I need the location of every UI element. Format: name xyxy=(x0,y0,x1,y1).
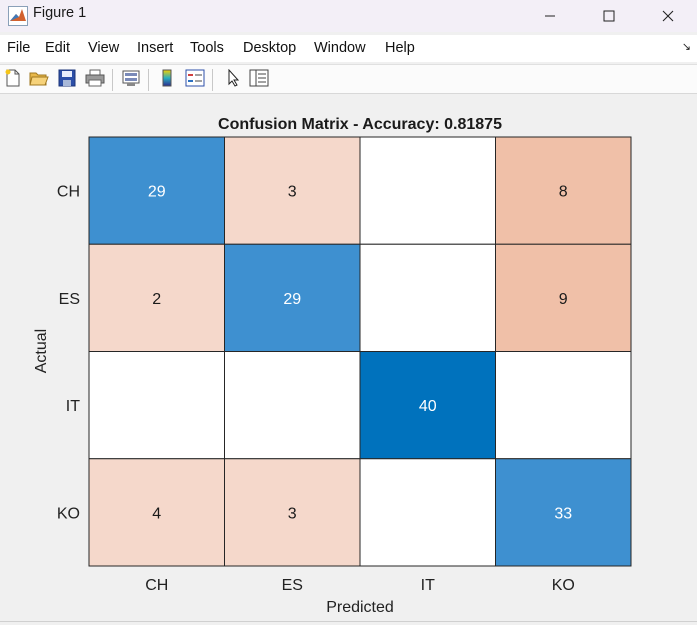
menu-edit[interactable]: Edit xyxy=(45,40,70,56)
colorbar-button[interactable] xyxy=(156,69,178,91)
cell-value-KO-KO: 33 xyxy=(554,505,572,522)
property-inspector-icon xyxy=(249,69,269,91)
heatmap-cell-KO-ES[interactable] xyxy=(224,458,361,567)
print-button[interactable] xyxy=(84,69,106,91)
window-bottom-border xyxy=(0,621,697,622)
minimize-icon xyxy=(544,7,556,26)
print-icon xyxy=(85,69,105,91)
menu-view[interactable]: View xyxy=(88,40,120,56)
x-tick-labels: CH ES IT KO xyxy=(145,577,575,594)
close-button[interactable] xyxy=(645,0,691,32)
title-bar[interactable]: Figure 1 xyxy=(0,0,697,32)
open-file-icon xyxy=(29,69,49,91)
cell-value-ES-ES: 29 xyxy=(283,291,301,308)
cell-value-KO-CH: 4 xyxy=(152,505,161,522)
maximize-button[interactable] xyxy=(586,0,632,32)
legend-icon xyxy=(185,69,205,91)
x-tick-label: KO xyxy=(552,577,575,594)
menu-bar: File Edit View Insert Tools Desktop Wind… xyxy=(0,35,697,62)
heatmap-cell-IT-CH[interactable] xyxy=(88,351,225,460)
x-tick-label: IT xyxy=(421,577,435,594)
y-axis-label: Actual xyxy=(33,329,50,373)
toolbar-separator xyxy=(148,69,149,91)
y-tick-label: IT xyxy=(66,398,80,415)
menu-desktop[interactable]: Desktop xyxy=(243,40,297,56)
y-tick-label: ES xyxy=(59,291,80,308)
figure-toolbar xyxy=(0,64,697,94)
x-tick-label: CH xyxy=(145,577,168,594)
new-figure-icon xyxy=(4,69,22,91)
cell-value-CH-CH: 29 xyxy=(148,184,166,201)
y-tick-labels: CH ES IT KO xyxy=(57,184,80,523)
property-inspector-button[interactable] xyxy=(248,69,270,91)
new-figure-button[interactable] xyxy=(2,69,24,91)
edit-plot-icon xyxy=(225,68,241,91)
save-button[interactable] xyxy=(56,69,78,91)
heatmap-cell-KO-IT[interactable] xyxy=(359,458,496,567)
menu-insert[interactable]: Insert xyxy=(137,40,174,56)
y-tick-label: KO xyxy=(57,505,80,522)
save-icon xyxy=(58,69,76,91)
cell-value-CH-KO: 8 xyxy=(559,184,568,201)
dock-arrow-icon[interactable]: ↘ xyxy=(681,40,691,53)
menu-file[interactable]: File xyxy=(7,40,31,56)
matlab-icon xyxy=(8,6,28,26)
toolbar-separator xyxy=(212,69,213,91)
heatmap-cell-IT-ES[interactable] xyxy=(224,351,361,460)
heatmap-cell-ES-IT[interactable] xyxy=(359,243,496,352)
figure-canvas: Confusion Matrix - Accuracy: 0.81875 29 3… xyxy=(0,95,697,625)
heatmap-cells xyxy=(88,136,632,567)
cell-value-ES-CH: 2 xyxy=(152,291,161,308)
heatmap-cell-CH-ES[interactable] xyxy=(224,136,361,245)
edit-plot-button[interactable] xyxy=(222,68,244,91)
heatmap-cell-ES-KO[interactable] xyxy=(495,243,632,352)
confusion-matrix-chart[interactable]: Confusion Matrix - Accuracy: 0.81875 29 3… xyxy=(0,95,697,625)
maximize-icon xyxy=(603,7,615,26)
chart-title: Confusion Matrix - Accuracy: 0.81875 xyxy=(218,116,502,133)
toolbar-separator xyxy=(112,69,113,91)
minimize-button[interactable] xyxy=(527,0,573,32)
heatmap-cell-KO-KO[interactable] xyxy=(495,458,632,567)
cell-value-CH-ES: 3 xyxy=(288,184,297,201)
heatmap-cell-KO-CH[interactable] xyxy=(88,458,225,567)
heatmap-cell-ES-CH[interactable] xyxy=(88,243,225,352)
y-tick-label: CH xyxy=(57,184,80,201)
open-file-button[interactable] xyxy=(28,69,50,91)
heatmap-cell-IT-IT[interactable] xyxy=(359,351,496,460)
heatmap-cell-CH-CH[interactable] xyxy=(88,136,225,245)
menu-help[interactable]: Help xyxy=(385,40,415,56)
link-plot-icon xyxy=(121,69,141,91)
cell-value-IT-IT: 40 xyxy=(419,398,437,415)
heatmap-cell-CH-KO[interactable] xyxy=(495,136,632,245)
legend-button[interactable] xyxy=(184,69,206,91)
cell-value-ES-KO: 9 xyxy=(559,291,568,308)
colorbar-icon xyxy=(159,69,175,91)
cell-value-KO-ES: 3 xyxy=(288,505,297,522)
x-tick-label: ES xyxy=(282,577,303,594)
heatmap-cell-IT-KO[interactable] xyxy=(495,351,632,460)
x-axis-label: Predicted xyxy=(326,599,394,616)
close-icon xyxy=(662,7,674,26)
menu-tools[interactable]: Tools xyxy=(190,40,224,56)
menu-window[interactable]: Window xyxy=(314,40,366,56)
heatmap-cell-CH-IT[interactable] xyxy=(359,136,496,245)
link-plot-button[interactable] xyxy=(120,69,142,91)
window-title: Figure 1 xyxy=(33,5,87,21)
